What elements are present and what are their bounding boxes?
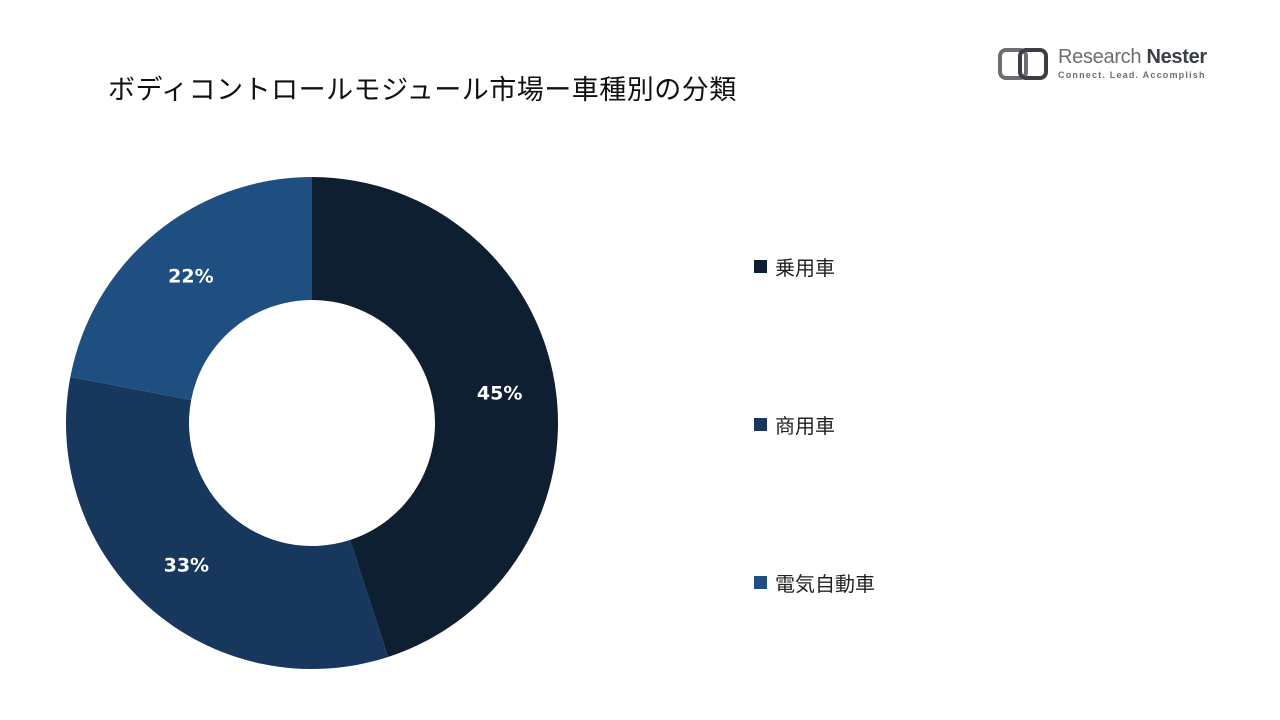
logo-name: Research Nester	[1058, 46, 1207, 68]
logo-tagline: Connect. Lead. Accomplish	[1058, 70, 1206, 80]
logo-mark-icon	[998, 48, 1048, 80]
research-nester-logo: Research Nester Connect. Lead. Accomplis…	[998, 46, 1228, 86]
chart-title: ボディコントロールモジュール市場ー車種別の分類	[108, 75, 737, 106]
legend-swatch	[754, 576, 767, 589]
donut-slice	[312, 177, 558, 657]
slice-data-label: 45%	[477, 382, 522, 404]
legend-swatch	[754, 418, 767, 431]
legend-label: 電気自動車	[775, 572, 875, 596]
legend-item: 電気自動車	[754, 568, 875, 597]
donut-slice	[70, 177, 313, 400]
legend-item: 商用車	[754, 410, 835, 439]
legend-swatch	[754, 260, 767, 273]
legend-label: 乗用車	[775, 256, 835, 280]
legend-item: 乗用車	[754, 252, 835, 281]
legend-label: 商用車	[775, 414, 835, 438]
slice-data-label: 33%	[164, 555, 209, 577]
slice-data-label: 22%	[168, 266, 213, 288]
donut-slice	[66, 376, 389, 669]
